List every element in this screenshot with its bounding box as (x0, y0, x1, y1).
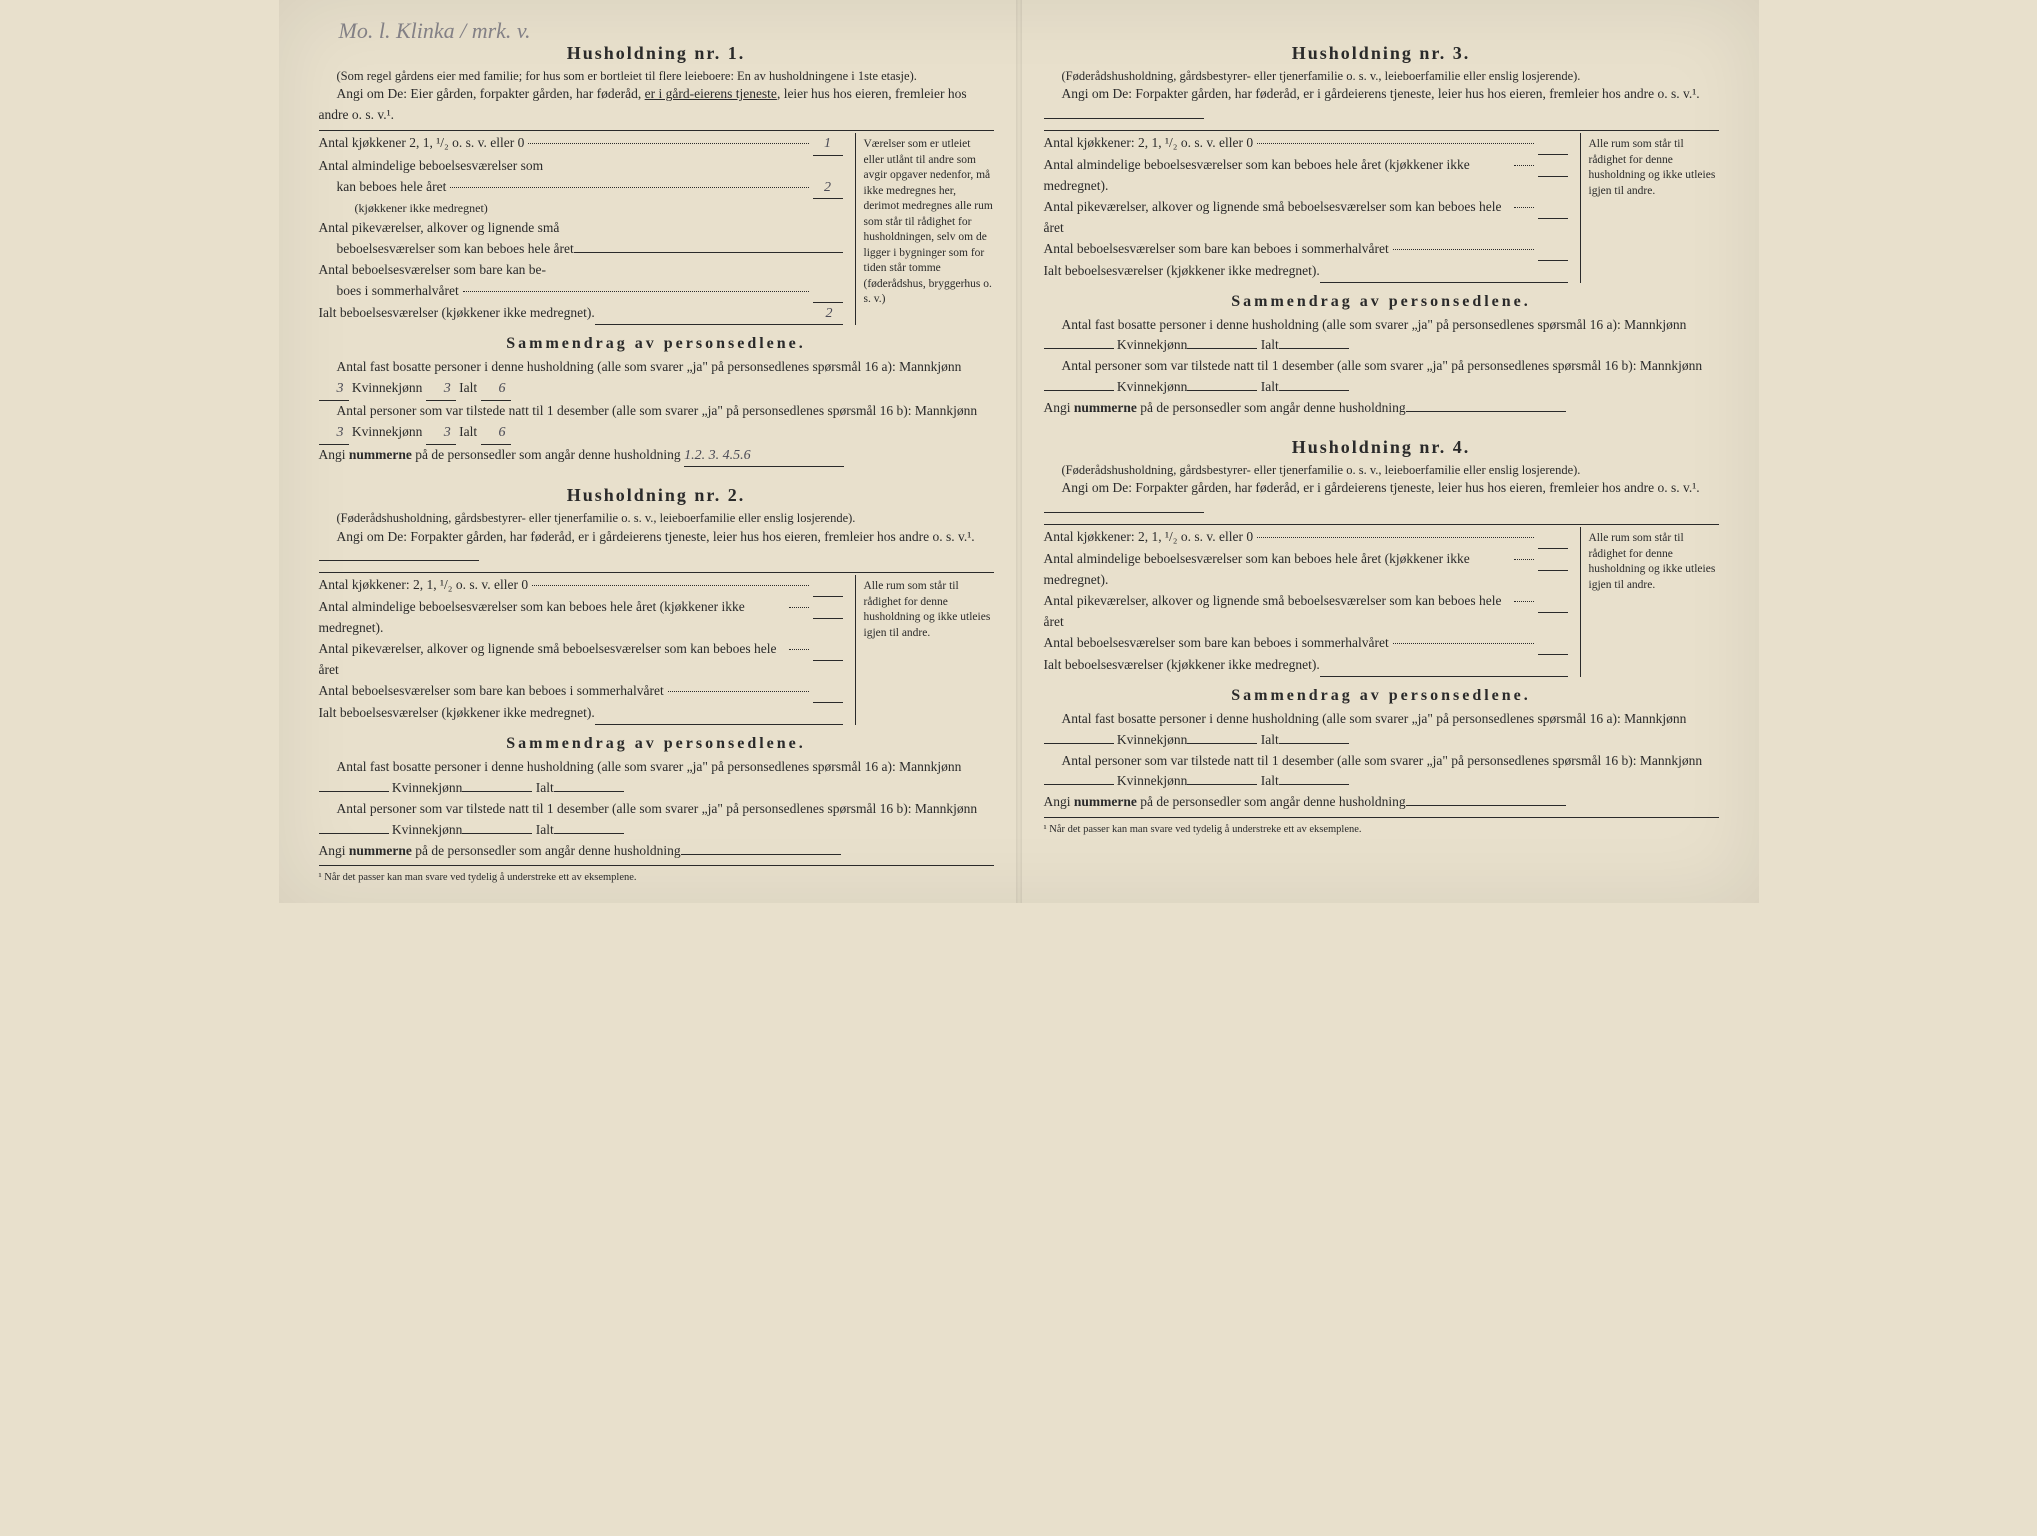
summary-h1-a: Antal fast bosatte personer i denne hush… (319, 357, 994, 401)
sidenote-h2: Alle rum som står til rådighet for denne… (855, 575, 994, 724)
value: 3 (319, 378, 349, 401)
summary-h1-c: Angi nummerne på de personsedler som ang… (319, 445, 994, 468)
label: Antal kjøkkener: 2, 1, ¹/₂ o. s. v. elle… (1044, 527, 1254, 548)
label: Ialt beboelsesværelser (kjøkkener ikke m… (319, 303, 595, 324)
note-h3: (Føderådshusholdning, gårdsbestyrer- ell… (1044, 68, 1719, 84)
sidenote-h4: Alle rum som står til rådighet for denne… (1580, 527, 1719, 676)
label: Ialt beboelsesværelser (kjøkkener ikke m… (1044, 261, 1320, 282)
label-sub: (kjøkkener ikke medregnet) (319, 199, 843, 218)
value: 1.2. 3. 4.5.6 (684, 445, 844, 468)
value: 3 (426, 422, 456, 445)
angi-h4: Angi om De: Forpakter gården, har føderå… (1044, 478, 1719, 520)
summary-h4-a: Antal fast bosatte personer i denne hush… (1044, 709, 1719, 751)
label: Antal almindelige beboelsesværelser som … (319, 597, 785, 639)
label: Antal pikeværelser, alkover og lignende … (319, 639, 785, 681)
label: Ialt beboelsesværelser (kjøkkener ikke m… (319, 703, 595, 724)
label: Antal beboelsesværelser som bare kan be- (319, 262, 547, 277)
value: 1 (813, 133, 843, 156)
text: Angi om De: Eier gården, forpakter gårde… (337, 86, 645, 101)
label: Antal beboelsesværelser som bare kan beb… (1044, 239, 1389, 260)
summary-h2-c: Angi nummerne på de personsedler som ang… (319, 841, 994, 862)
value: 3 (426, 378, 456, 401)
summary-h3-a: Antal fast bosatte personer i denne hush… (1044, 315, 1719, 357)
value: 6 (481, 378, 511, 401)
summary-h2-a: Antal fast bosatte personer i denne hush… (319, 757, 994, 799)
left-column: Husholdning nr. 1. (Som regel gårdens ei… (319, 35, 994, 883)
value: 2 (595, 303, 843, 326)
label: Antal beboelsesværelser som bare kan beb… (319, 681, 664, 702)
label: Antal pikeværelser, alkover og lignende … (1044, 591, 1510, 633)
label: beboelsesværelser som kan beboes hele år… (337, 239, 574, 260)
label: boes i sommerhalvåret (337, 281, 459, 302)
handwritten-annotation: Mo. l. Klinka / mrk. v. (339, 18, 531, 44)
rooms-block-h3: Antal kjøkkener: 2, 1, ¹/₂ o. s. v. elle… (1044, 133, 1719, 282)
summary-title-h1: Sammendrag av personsedlene. (319, 335, 994, 353)
summary-h2-b: Antal personer som var tilstede natt til… (319, 799, 994, 841)
value: 3 (319, 422, 349, 445)
rooms-block-h4: Antal kjøkkener: 2, 1, ¹/₂ o. s. v. elle… (1044, 527, 1719, 676)
summary-title-h2: Sammendrag av personsedlene. (319, 735, 994, 753)
label: Antal almindelige beboelsesværelser som (319, 158, 544, 173)
angi-h2: Angi om De: Forpakter gården, har føderå… (319, 527, 994, 569)
heading-h3: Husholdning nr. 3. (1044, 43, 1719, 64)
summary-h4-b: Antal personer som var tilstede natt til… (1044, 751, 1719, 793)
note-h2: (Føderådshusholdning, gårdsbestyrer- ell… (319, 510, 994, 526)
summary-title-h4: Sammendrag av personsedlene. (1044, 687, 1719, 705)
label: kan beboes hele året (337, 177, 447, 198)
note-h4: (Føderådshusholdning, gårdsbestyrer- ell… (1044, 462, 1719, 478)
summary-title-h3: Sammendrag av personsedlene. (1044, 293, 1719, 311)
note-h1: (Som regel gårdens eier med familie; for… (319, 68, 994, 84)
rooms-block-h1: Antal kjøkkener 2, 1, ¹/₂ o. s. v. eller… (319, 133, 994, 325)
summary-h3-c: Angi nummerne på de personsedler som ang… (1044, 398, 1719, 419)
text-underlined: er i gård-eierens tjeneste (645, 86, 777, 101)
label: Antal kjøkkener 2, 1, ¹/₂ o. s. v. eller… (319, 133, 525, 154)
label: Antal kjøkkener: 2, 1, ¹/₂ o. s. v. elle… (1044, 133, 1254, 154)
heading-h2: Husholdning nr. 2. (319, 485, 994, 506)
label: Antal almindelige beboelsesværelser som … (1044, 549, 1510, 591)
heading-h4: Husholdning nr. 4. (1044, 437, 1719, 458)
angi-h3: Angi om De: Forpakter gården, har føderå… (1044, 84, 1719, 126)
label: Antal pikeværelser, alkover og lignende … (319, 220, 560, 235)
rooms-block-h2: Antal kjøkkener: 2, 1, ¹/₂ o. s. v. elle… (319, 575, 994, 724)
summary-h4-c: Angi nummerne på de personsedler som ang… (1044, 792, 1719, 813)
label: Antal beboelsesværelser som bare kan beb… (1044, 633, 1389, 654)
sidenote-h3: Alle rum som står til rådighet for denne… (1580, 133, 1719, 282)
value: 2 (813, 177, 843, 200)
label: Antal kjøkkener: 2, 1, ¹/₂ o. s. v. elle… (319, 575, 529, 596)
label: Antal pikeværelser, alkover og lignende … (1044, 197, 1510, 239)
summary-h3-b: Antal personer som var tilstede natt til… (1044, 356, 1719, 398)
sidenote-h1: Værelser som er utleiet eller utlånt til… (855, 133, 994, 325)
footnote-right: ¹ Når det passer kan man svare ved tydel… (1044, 824, 1719, 835)
heading-h1: Husholdning nr. 1. (319, 43, 994, 64)
right-column: Husholdning nr. 3. (Føderådshusholdning,… (1044, 35, 1719, 883)
label: Antal almindelige beboelsesværelser som … (1044, 155, 1510, 197)
label: Ialt beboelsesværelser (kjøkkener ikke m… (1044, 655, 1320, 676)
summary-h1-b: Antal personer som var tilstede natt til… (319, 401, 994, 445)
value: 6 (481, 422, 511, 445)
footnote-left: ¹ Når det passer kan man svare ved tydel… (319, 872, 994, 883)
angi-h1: Angi om De: Eier gården, forpakter gårde… (319, 84, 994, 126)
